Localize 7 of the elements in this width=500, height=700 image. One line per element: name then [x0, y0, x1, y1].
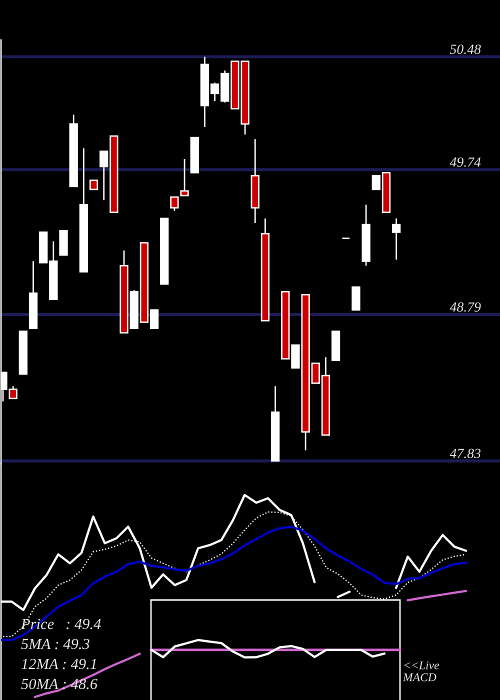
annotation: 5MA : 49.3 [21, 638, 90, 650]
annotation: 12MA : 49.1 [22, 658, 96, 670]
annotation: <<Live MACD [402, 661, 439, 682]
y-tick-label: 47.83 [450, 448, 481, 458]
y-tick-label: 49.74 [450, 157, 481, 167]
y-tick-label: 48.79 [450, 302, 481, 312]
y-tick-label: 50.48 [450, 44, 481, 54]
